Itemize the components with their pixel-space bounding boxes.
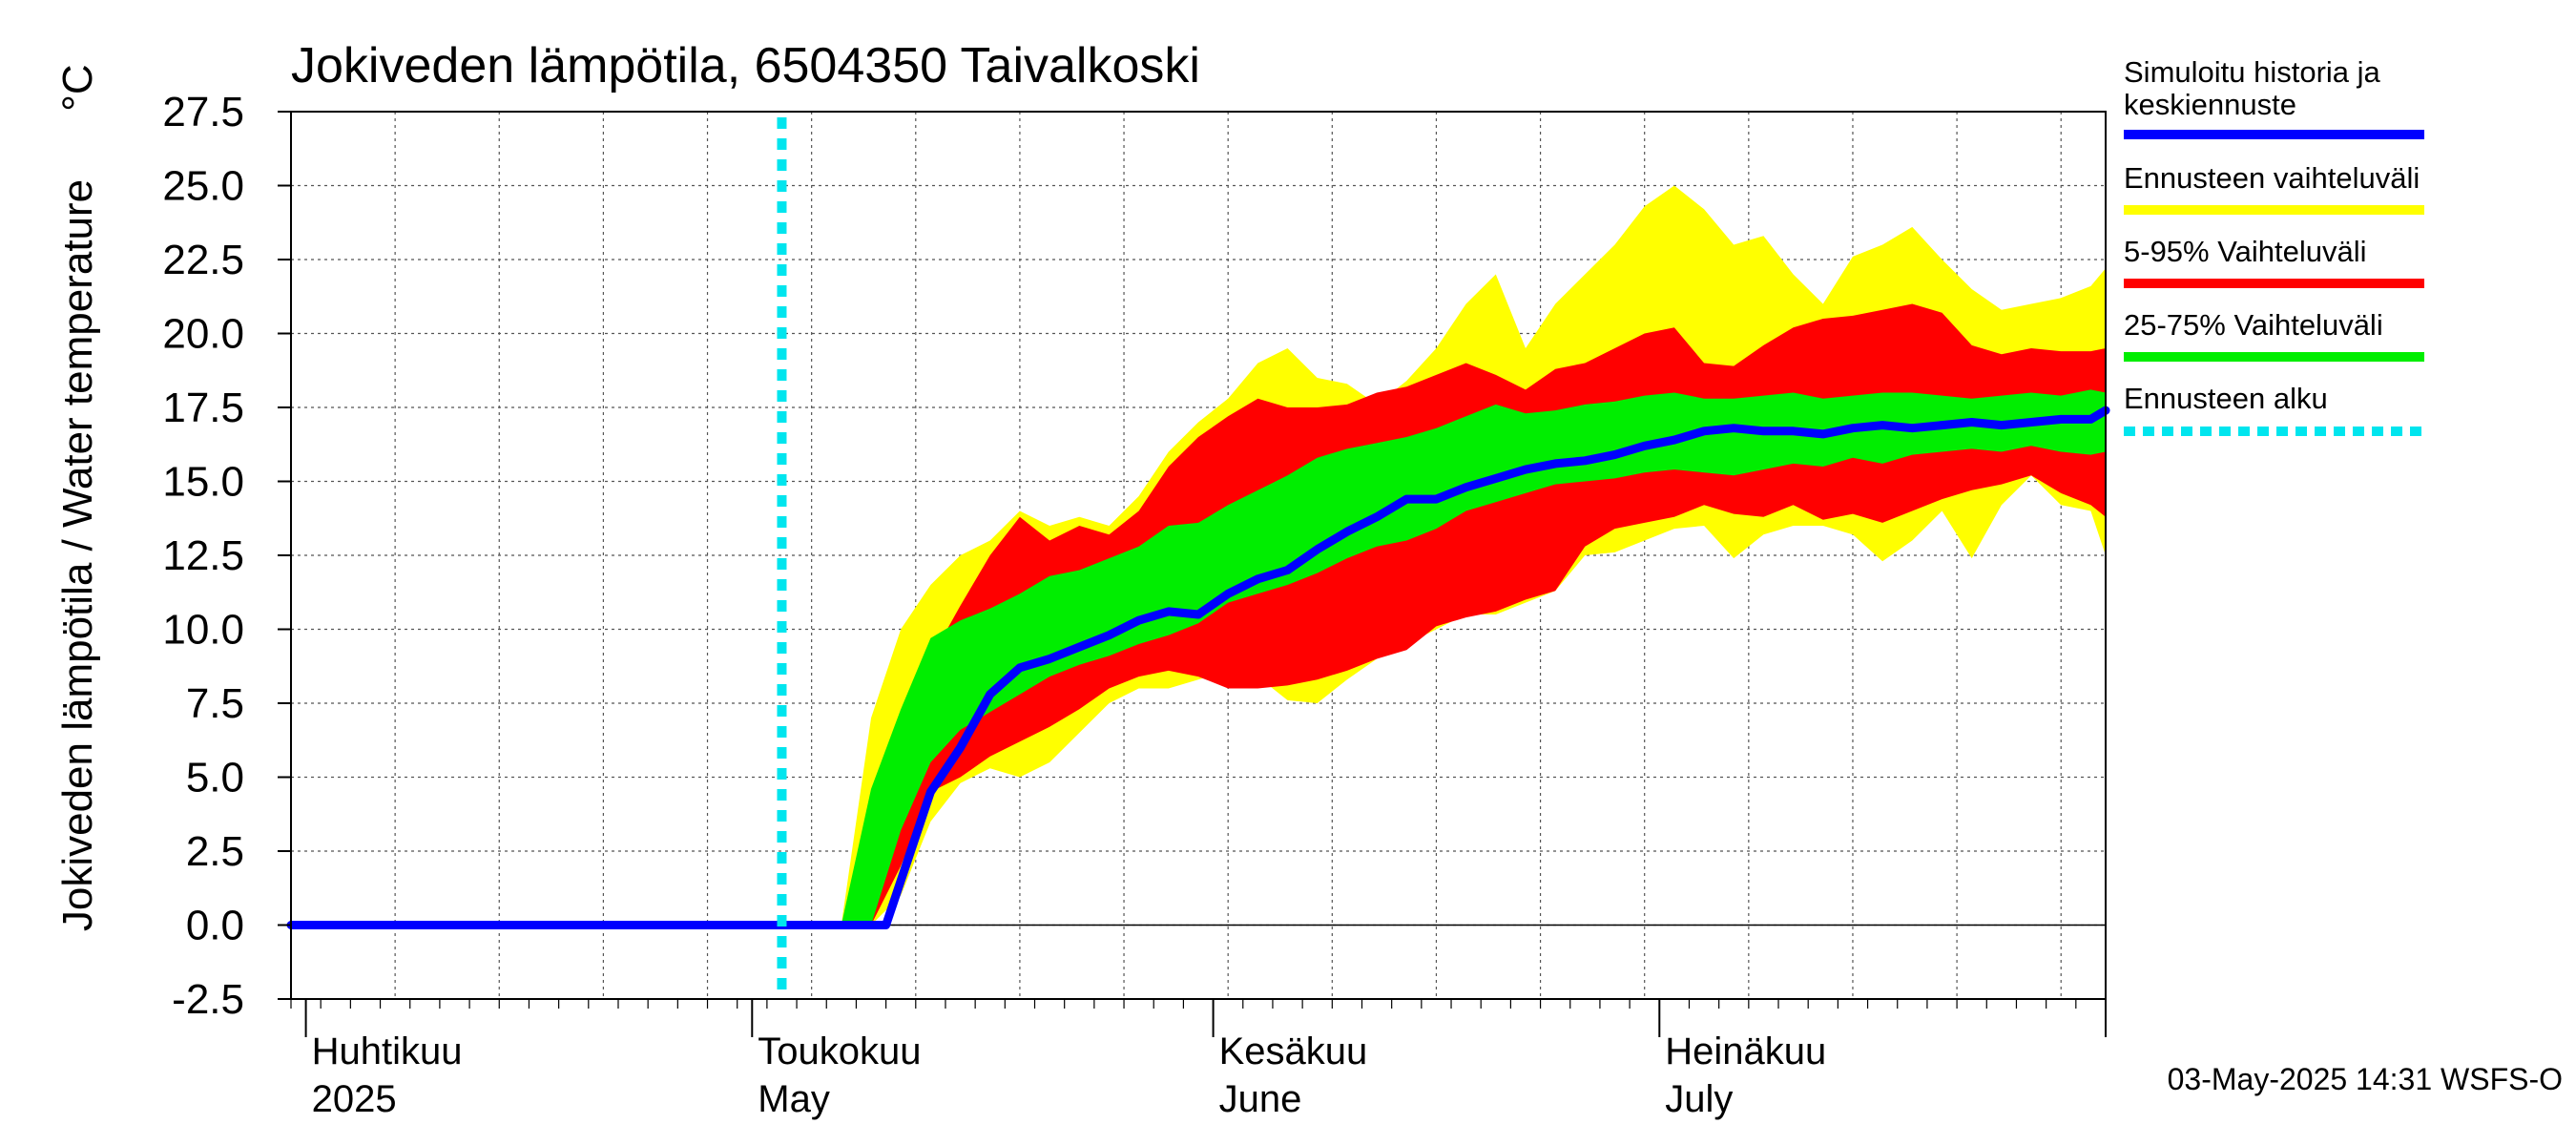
- legend-label: 25-75% Vaihteluväli: [2124, 308, 2383, 342]
- legend-label: 5-95% Vaihteluväli: [2124, 235, 2366, 268]
- legend-item-forecast-start: Ennusteen alku: [2124, 382, 2424, 436]
- legend-label: Ennusteen vaihteluväli: [2124, 161, 2420, 195]
- y-tick-label: 2.5: [186, 828, 244, 875]
- month-label-en: May: [758, 1078, 830, 1120]
- legend-label: Simuloitu historia ja: [2124, 55, 2381, 89]
- y-tick-label: -2.5: [172, 976, 244, 1023]
- series-layer: [286, 406, 2110, 929]
- month-label-fi: Huhtikuu: [312, 1030, 463, 1072]
- y-axis-unit: °C: [54, 64, 101, 111]
- month-label-fi: Kesäkuu: [1219, 1030, 1368, 1072]
- y-tick-label: 25.0: [162, 163, 244, 210]
- chart-title: Jokiveden lämpötila, 6504350 Taivalkoski: [291, 38, 1200, 94]
- y-tick-label: 22.5: [162, 237, 244, 283]
- month-label-en: July: [1665, 1078, 1733, 1120]
- axes-layer: -2.5 0.0 2.5 5.0 7.5 10.0 12.5 15.0 17.5 20.0 22.5…: [162, 89, 2107, 1120]
- mean-forecast-line: [286, 406, 2110, 929]
- legend-label-cont: keskiennuste: [2124, 88, 2296, 121]
- y-tick-label: 5.0: [186, 755, 244, 802]
- y-tick-label: 0.0: [186, 903, 244, 949]
- month-label-fi: Toukokuu: [758, 1030, 921, 1072]
- month-label-en: June: [1219, 1078, 1302, 1120]
- band-layer: [841, 185, 2106, 926]
- legend-label: Ennusteen alku: [2124, 382, 2328, 415]
- footer-timestamp: 03-May-2025 14:31 WSFS-O: [2168, 1062, 2563, 1096]
- legend-item-5-95: 5-95% Vaihteluväli: [2124, 235, 2424, 288]
- y-tick-label: 17.5: [162, 385, 244, 431]
- y-tick-label: 7.5: [186, 680, 244, 727]
- legend-item-25-75: 25-75% Vaihteluväli: [2124, 308, 2424, 362]
- month-label-en: 2025: [312, 1078, 397, 1120]
- y-axis-label: Jokiveden lämpötila / Water temperature: [54, 179, 101, 931]
- y-tick-label: 20.0: [162, 311, 244, 358]
- y-tick-label: 10.0: [162, 607, 244, 654]
- band-25-75: [841, 389, 2106, 926]
- y-tick-label: 12.5: [162, 532, 244, 579]
- legend-item-forecast-range: Ennusteen vaihteluväli: [2124, 161, 2424, 215]
- month-label-fi: Heinäkuu: [1665, 1030, 1826, 1072]
- y-tick-label: 15.0: [162, 459, 244, 506]
- y-tick-label: 27.5: [162, 89, 244, 135]
